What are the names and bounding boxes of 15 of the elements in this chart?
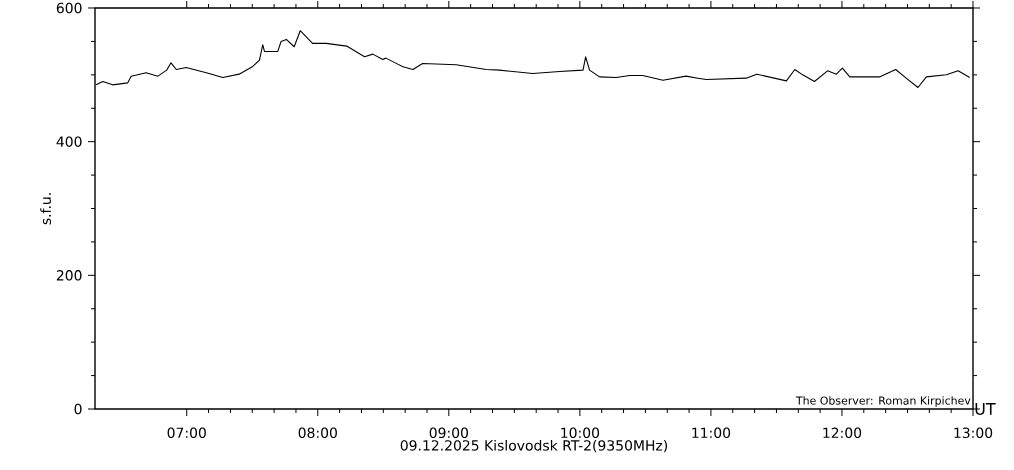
x-tick-label: 12:00	[823, 427, 862, 439]
y-tick-label: 0	[74, 403, 82, 415]
y-tick-label: 200	[56, 270, 82, 281]
y-axis-title: s.f.u.	[40, 193, 52, 225]
x-tick-label: 09:00	[429, 427, 468, 439]
x-tick-label: 11:00	[692, 427, 731, 439]
x-tick-label: 13:00	[954, 427, 993, 439]
x-tick-label: 07:00	[167, 427, 206, 439]
annotation: The Observer: Roman Kirpichev	[795, 396, 971, 407]
y-tick-label: 400	[56, 136, 82, 147]
x-tick-label: 08:00	[298, 427, 337, 439]
y-tick-label: 600	[56, 2, 82, 14]
x-axis-title: 09.12.2025 Kislovodsk RT-2(9350MHz)	[400, 439, 668, 453]
text: UT	[975, 403, 996, 415]
x-tick-label: 10:00	[561, 427, 600, 439]
